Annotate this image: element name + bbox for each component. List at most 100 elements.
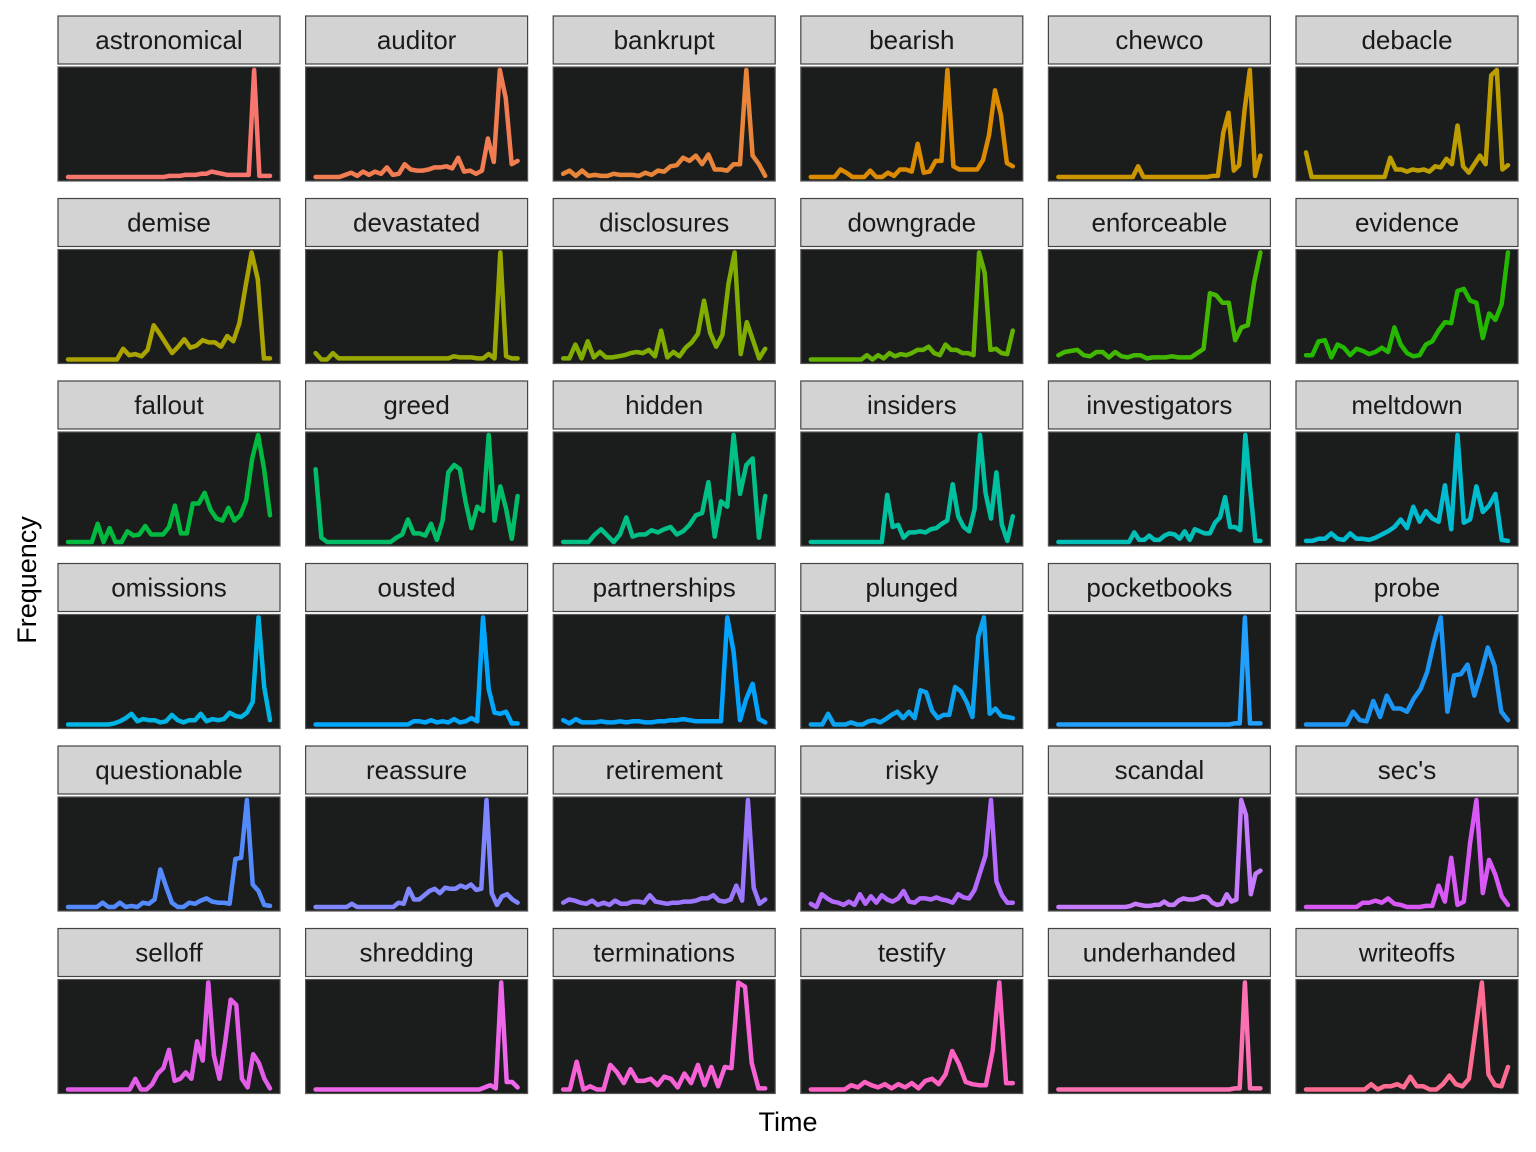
series-line xyxy=(808,615,1016,727)
facet-strip xyxy=(552,745,776,795)
series-line xyxy=(808,797,1016,910)
series-line xyxy=(1303,797,1511,910)
facet-panel: evidence xyxy=(1295,197,1519,365)
series-line xyxy=(65,67,273,180)
facet-plot-area xyxy=(1047,978,1272,1095)
facet-panel: insiders xyxy=(800,380,1024,547)
facet-strip xyxy=(552,197,776,248)
facet-label: astronomical xyxy=(95,25,242,55)
facet-strip xyxy=(800,15,1024,65)
facet-strip xyxy=(1047,197,1272,248)
facet-plot-area xyxy=(305,66,529,182)
facet-label: sec's xyxy=(1378,755,1436,785)
facet-plot-area xyxy=(1047,796,1272,912)
facet-panel: bankrupt xyxy=(552,15,776,182)
facet-label: terminations xyxy=(593,938,735,968)
facet-panel: fallout xyxy=(57,380,281,547)
facet-plot-area xyxy=(1047,248,1272,365)
facet-strip xyxy=(305,745,529,795)
facet-strip xyxy=(552,15,776,65)
facet-panel: partnerships xyxy=(552,562,776,730)
series-line xyxy=(1056,797,1263,910)
facet-panel: plunged xyxy=(800,562,1024,730)
facet-strip xyxy=(305,380,529,430)
series-line xyxy=(65,797,273,910)
facet-label: downgrade xyxy=(847,208,976,238)
facet-panel: reassure xyxy=(305,745,529,912)
facet-panel: writeoffs xyxy=(1295,927,1519,1095)
series-line xyxy=(313,67,520,180)
facet-strip xyxy=(305,562,529,613)
facet-panel: questionable xyxy=(57,745,281,912)
facet-strip xyxy=(1295,197,1519,248)
facet-label: testify xyxy=(878,938,946,968)
facet-plot-area xyxy=(305,978,529,1095)
facet-strip xyxy=(305,927,529,978)
facet-plot-area xyxy=(1047,613,1272,730)
facet-panel: underhanded xyxy=(1047,927,1272,1095)
series-line xyxy=(1056,980,1263,1092)
facet-strip xyxy=(800,562,1024,613)
series-line xyxy=(560,980,768,1092)
facet-label: debacle xyxy=(1361,25,1452,55)
facet-panel: downgrade xyxy=(800,197,1024,365)
facet-strip xyxy=(1295,927,1519,978)
facet-panel: chewco xyxy=(1047,15,1272,182)
facet-plot-area xyxy=(57,66,281,182)
facet-panel: investigators xyxy=(1047,380,1272,547)
facet-label: auditor xyxy=(377,25,457,55)
facet-panel: demise xyxy=(57,197,281,365)
series-line xyxy=(65,980,273,1092)
facet-plot-area xyxy=(305,248,529,365)
facet-panel: selloff xyxy=(57,927,281,1095)
facet-label: ousted xyxy=(378,573,456,603)
series-line xyxy=(808,250,1016,362)
series-line xyxy=(313,432,520,545)
facet-panel: risky xyxy=(800,745,1024,912)
series-line xyxy=(808,67,1016,180)
facet-label: risky xyxy=(885,755,938,785)
series-line xyxy=(560,67,768,179)
facet-panel: debacle xyxy=(1295,15,1519,182)
facet-strip xyxy=(800,745,1024,795)
facet-panel: bearish xyxy=(800,15,1024,182)
series-line xyxy=(313,250,520,362)
facet-label: underhanded xyxy=(1083,938,1236,968)
facet-plot-area xyxy=(552,66,776,182)
series-line xyxy=(1303,432,1511,544)
series-line xyxy=(1056,432,1263,545)
facet-label: bearish xyxy=(869,25,954,55)
facet-panel: omissions xyxy=(57,562,281,730)
facet-label: hidden xyxy=(625,390,703,420)
facet-label: plunged xyxy=(866,573,959,603)
facet-strip xyxy=(800,380,1024,430)
series-line xyxy=(65,432,273,545)
series-line xyxy=(313,980,520,1092)
series-line xyxy=(560,432,768,545)
series-line xyxy=(313,797,520,910)
facet-strip xyxy=(552,562,776,613)
facet-strip xyxy=(1047,745,1272,795)
facet-label: bankrupt xyxy=(614,25,716,55)
facet-label: disclosures xyxy=(599,208,729,238)
series-line xyxy=(560,250,768,361)
facet-strip xyxy=(57,380,281,430)
facet-panel: auditor xyxy=(305,15,529,182)
facet-label: omissions xyxy=(111,573,227,603)
facet-label: fallout xyxy=(134,390,204,420)
facet-panel: scandal xyxy=(1047,745,1272,912)
series-line xyxy=(1303,67,1511,180)
facet-strip xyxy=(305,197,529,248)
series-line xyxy=(1056,615,1263,727)
facet-strip xyxy=(552,380,776,430)
x-axis-title: Time xyxy=(759,1107,818,1137)
series-line xyxy=(808,980,1016,1092)
facet-label: shredding xyxy=(359,938,473,968)
facet-strip xyxy=(1047,562,1272,613)
facet-label: chewco xyxy=(1115,25,1203,55)
facet-panel: greed xyxy=(305,380,529,547)
facet-panel: disclosures xyxy=(552,197,776,365)
series-line xyxy=(560,797,768,908)
facet-plot-area xyxy=(1295,248,1519,365)
